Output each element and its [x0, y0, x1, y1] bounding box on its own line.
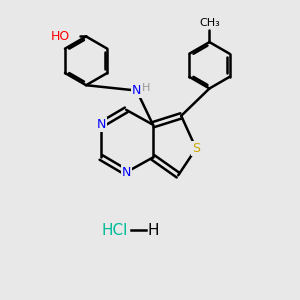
Text: N: N — [132, 84, 141, 97]
Text: S: S — [192, 142, 200, 155]
Text: N: N — [122, 166, 131, 179]
Text: HO: HO — [50, 30, 70, 43]
Text: N: N — [96, 118, 106, 131]
Text: H: H — [147, 223, 159, 238]
Text: H: H — [142, 82, 150, 93]
Text: HCl: HCl — [101, 223, 128, 238]
Text: CH₃: CH₃ — [199, 18, 220, 28]
